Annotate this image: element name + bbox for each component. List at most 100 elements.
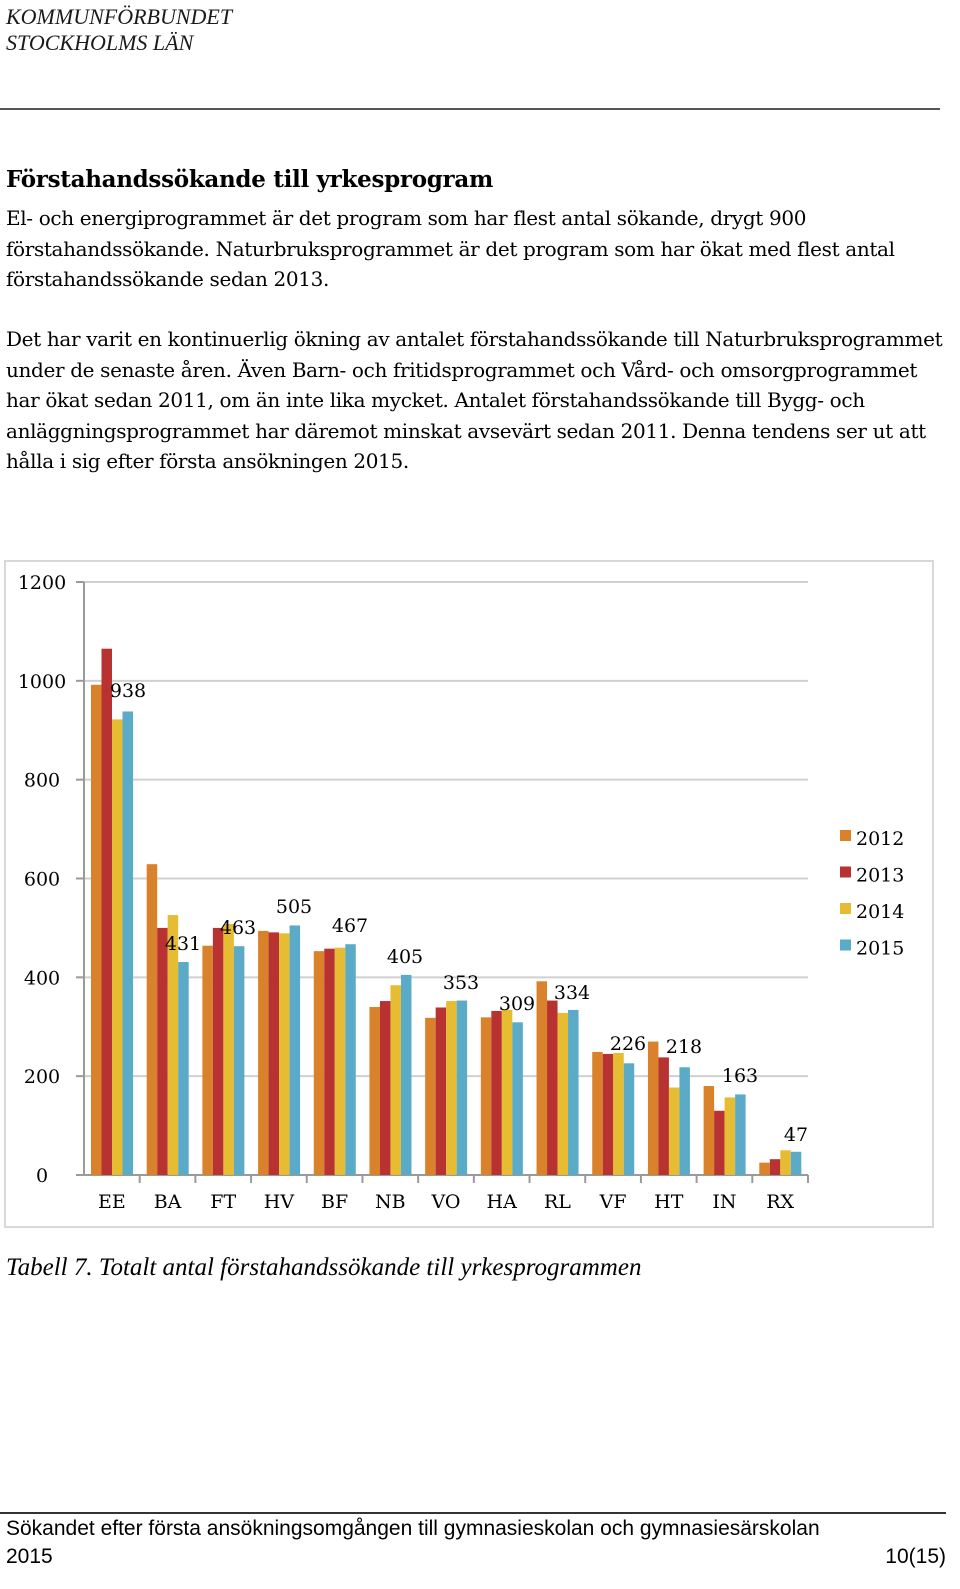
chart-frame (4, 560, 934, 1228)
bar-2013-vo (435, 1007, 447, 1175)
bar-2013-ha (491, 1010, 502, 1175)
data-label: 334 (554, 982, 590, 1004)
section-heading: Förstahandssökande till yrkesprogram (6, 166, 493, 193)
bar-2012-ht (647, 1041, 659, 1175)
legend-swatch-2015 (840, 939, 851, 951)
bar-2013-rl (547, 1000, 558, 1175)
bar-2012-nb (369, 1006, 380, 1175)
bar-2014-ha (501, 1009, 513, 1175)
data-label: 353 (443, 972, 479, 994)
bar-2012-hv (258, 930, 269, 1175)
bar-2015-rx (790, 1151, 802, 1175)
legend-swatch-2012 (840, 830, 851, 841)
x-category-label: HA (487, 1191, 518, 1213)
legend-label: 2013 (856, 865, 904, 887)
bar-2012-bf (313, 951, 325, 1175)
data-label: 505 (276, 896, 312, 918)
bar-2013-vf (602, 1053, 614, 1175)
x-category-label: RX (766, 1191, 794, 1213)
bar-2014-hv (279, 933, 290, 1175)
x-category-label: NB (375, 1191, 406, 1213)
bar-2014-ee (112, 719, 123, 1175)
bar-2014-ht (668, 1087, 680, 1175)
footer-year: 2015 (6, 1545, 53, 1568)
bar-2012-rx (759, 1162, 770, 1175)
bar-2015-in (735, 1094, 746, 1175)
bar-2015-vf (623, 1063, 635, 1175)
data-label: 218 (666, 1036, 702, 1058)
bar-2012-rl (536, 981, 548, 1175)
x-category-label: VF (599, 1191, 627, 1213)
bar-2014-bf (334, 947, 346, 1175)
paragraph-2: Det har varit en kontinuerlig ökning av … (6, 327, 943, 473)
y-tick-label: 800 (24, 770, 60, 792)
bar-2012-ba (146, 864, 158, 1175)
data-label: 309 (499, 993, 535, 1015)
bar-2015-nb (400, 974, 412, 1175)
legend-swatch-2013 (840, 866, 851, 878)
bar-2013-ba (157, 927, 168, 1175)
x-category-label: BF (321, 1191, 348, 1213)
legend-label: 2014 (856, 901, 904, 923)
x-category-label: HV (264, 1191, 295, 1213)
bar-2012-in (703, 1086, 715, 1175)
bar-2012-ha (480, 1017, 492, 1175)
bar-2015-ft (233, 946, 245, 1175)
bar-2015-vo (456, 1000, 468, 1175)
table-caption: Tabell 7. Totalt antal förstahandssökand… (6, 1254, 642, 1281)
data-label: 226 (610, 1033, 646, 1055)
y-tick-label: 1000 (18, 671, 66, 693)
bar-2015-ee (122, 711, 133, 1175)
legend-label: 2015 (856, 938, 904, 960)
bar-2013-bf (324, 948, 335, 1175)
x-category-label: VO (431, 1191, 461, 1213)
bar-2012-ee (91, 684, 102, 1175)
bar-2015-bf (345, 944, 356, 1175)
data-label: 938 (110, 680, 146, 702)
data-label: 467 (332, 915, 368, 937)
bar-2013-in (714, 1110, 725, 1175)
data-label: 163 (722, 1065, 758, 1087)
bar-2014-ba (167, 915, 179, 1175)
data-label: 405 (387, 946, 423, 968)
legend-label: 2012 (856, 828, 904, 850)
bar-2012-vo (425, 1017, 436, 1175)
x-category-label: FT (210, 1191, 236, 1213)
data-label: 463 (220, 917, 256, 939)
paragraph-1: El- och energiprogrammet är det program … (6, 206, 895, 291)
y-tick-label: 400 (24, 967, 60, 989)
x-category-label: BA (154, 1191, 182, 1213)
bar-2015-hv (289, 925, 301, 1175)
page-number: 10(15) (885, 1545, 946, 1568)
data-label: 431 (165, 933, 201, 955)
bar-2013-ft (212, 927, 224, 1175)
x-category-label: HT (654, 1191, 684, 1213)
bar-2014-rl (557, 1012, 569, 1175)
bar-2014-vf (613, 1052, 624, 1175)
bar-2013-ht (658, 1057, 669, 1175)
footer-title: Sökandet efter första ansökningsomgången… (6, 1517, 820, 1540)
bar-2012-ft (202, 945, 213, 1175)
bar-2015-rl (568, 1009, 579, 1175)
x-category-label: IN (712, 1191, 736, 1213)
legend-swatch-2014 (840, 903, 851, 914)
organization-name-line2: STOCKHOLMS LÄN (6, 30, 194, 55)
y-tick-label: 0 (36, 1165, 48, 1187)
bar-2014-ft (223, 923, 234, 1175)
bar-2013-rx (769, 1159, 781, 1175)
header-divider (0, 108, 940, 110)
x-category-label: RL (544, 1191, 571, 1213)
organization-name-line1: KOMMUNFÖRBUNDET (6, 4, 233, 29)
footer-divider (0, 1512, 946, 1514)
bar-2013-ee (101, 648, 112, 1175)
bar-2014-in (724, 1097, 736, 1175)
bar-2014-vo (446, 1001, 457, 1175)
bar-2014-rx (780, 1150, 791, 1175)
bar-2015-ht (679, 1067, 690, 1175)
bar-2015-ba (178, 962, 189, 1175)
x-category-label: EE (98, 1191, 126, 1213)
y-tick-label: 200 (24, 1066, 60, 1088)
bar-2014-nb (390, 985, 401, 1175)
y-tick-label: 1200 (18, 572, 66, 594)
organization-name: KOMMUNFÖRBUNDET STOCKHOLMS LÄN (6, 4, 232, 56)
